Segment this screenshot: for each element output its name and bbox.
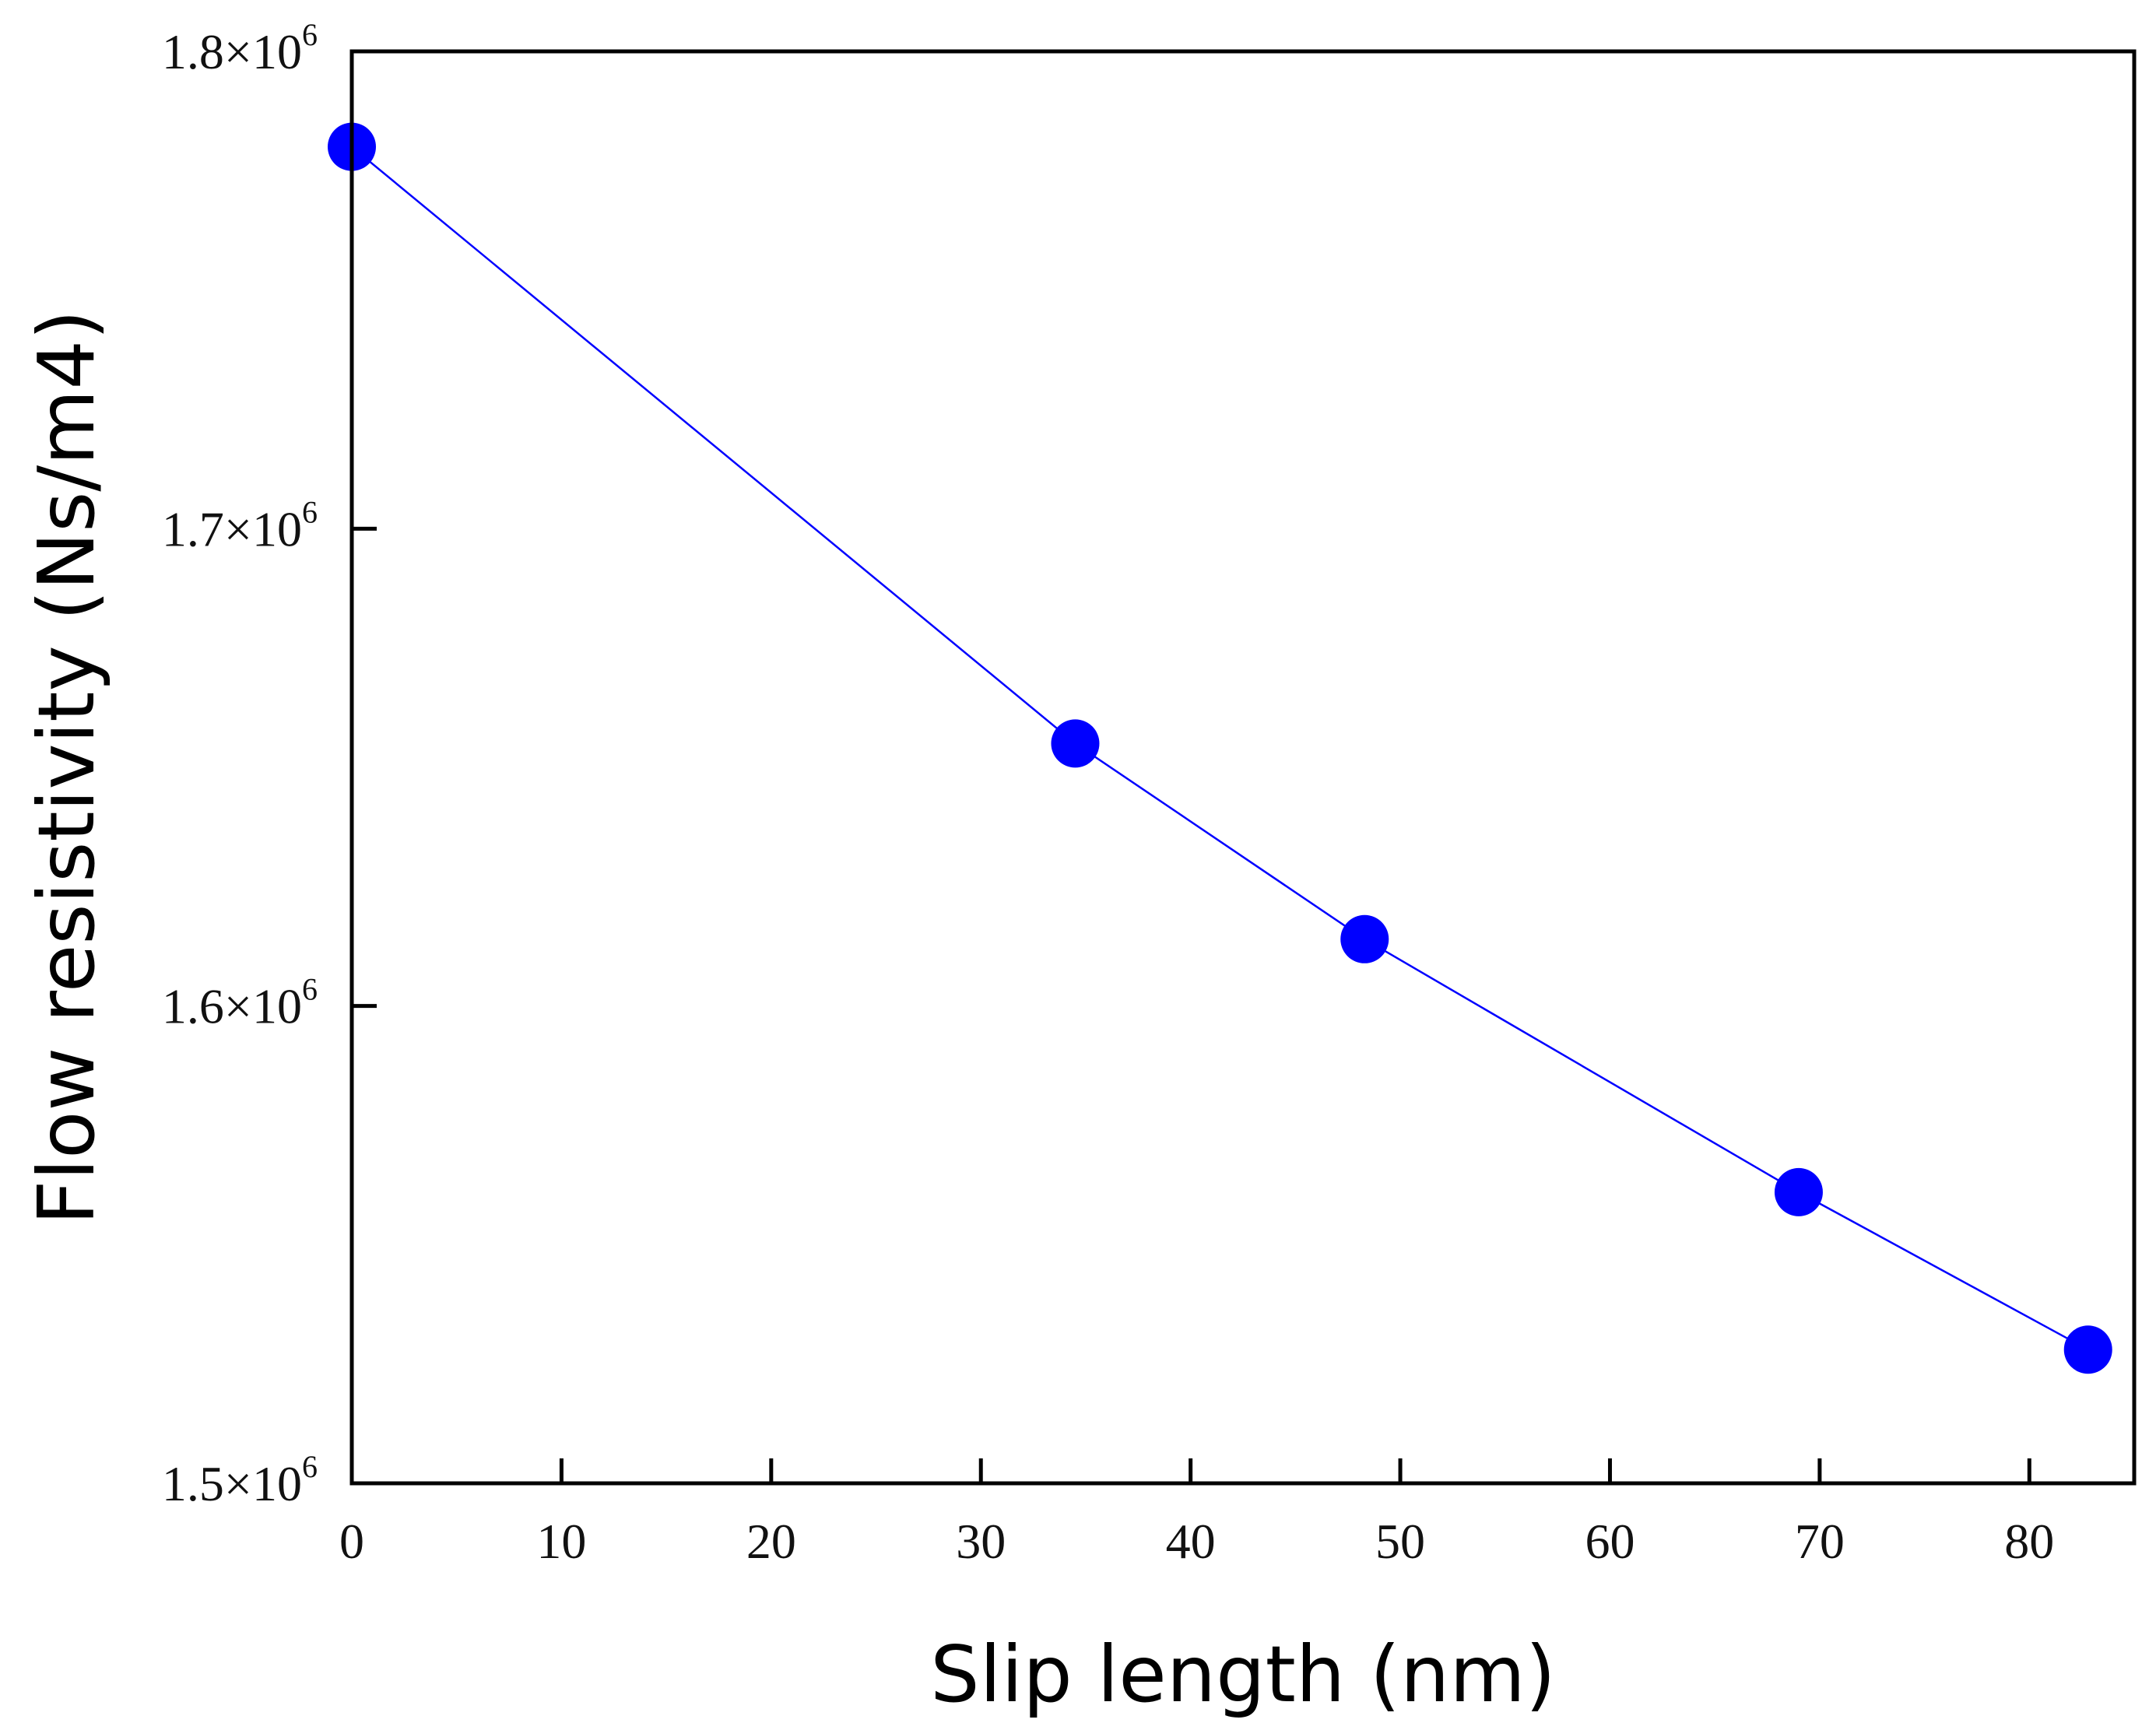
y-tick-mantissa: 1.5×10 — [162, 1456, 302, 1511]
series-line — [351, 146, 2089, 1351]
data-point — [1774, 1167, 1823, 1216]
ticks — [349, 49, 2031, 1486]
x-tick-label: 10 — [536, 1514, 586, 1569]
y-tick-mantissa: 1.7×10 — [162, 501, 302, 556]
x-axis-title: Slip length (nm) — [930, 1629, 1556, 1720]
series — [328, 122, 2112, 1374]
x-tick-label: 20 — [746, 1514, 796, 1569]
y-tick-mantissa: 1.8×10 — [162, 24, 302, 79]
y-tick-label: 1.7×106 — [162, 494, 318, 556]
y-tick-exponent: 6 — [302, 1449, 318, 1484]
y-tick-exponent: 6 — [302, 17, 318, 52]
x-tick-label: 40 — [1166, 1514, 1216, 1569]
y-tick-label: 1.6×106 — [162, 972, 318, 1034]
y-axis-title: Flow resistivity (Ns/m4) — [21, 310, 112, 1225]
x-tick-label: 0 — [339, 1514, 364, 1569]
y-tick-exponent: 6 — [302, 972, 318, 1007]
plot-frame — [349, 49, 2137, 1486]
y-tick-mantissa: 1.6×10 — [162, 979, 302, 1034]
x-tick-label: 50 — [1375, 1514, 1425, 1569]
data-point — [2063, 1325, 2112, 1374]
x-tick-label: 30 — [956, 1514, 1006, 1569]
x-tick-label: 80 — [2004, 1514, 2054, 1569]
data-point — [1051, 719, 1100, 768]
y-tick-label: 1.8×106 — [162, 17, 318, 79]
tick-labels: 0 10 20 30 40 50 60 70 801.5×1061.6×1061.7×1061.… — [162, 17, 2054, 1569]
y-tick-label: 1.5×106 — [162, 1449, 318, 1511]
data-point — [1340, 914, 1389, 963]
y-tick-exponent: 6 — [302, 494, 318, 529]
x-tick-label: 70 — [1795, 1514, 1845, 1569]
x-tick-label: 60 — [1585, 1514, 1635, 1569]
